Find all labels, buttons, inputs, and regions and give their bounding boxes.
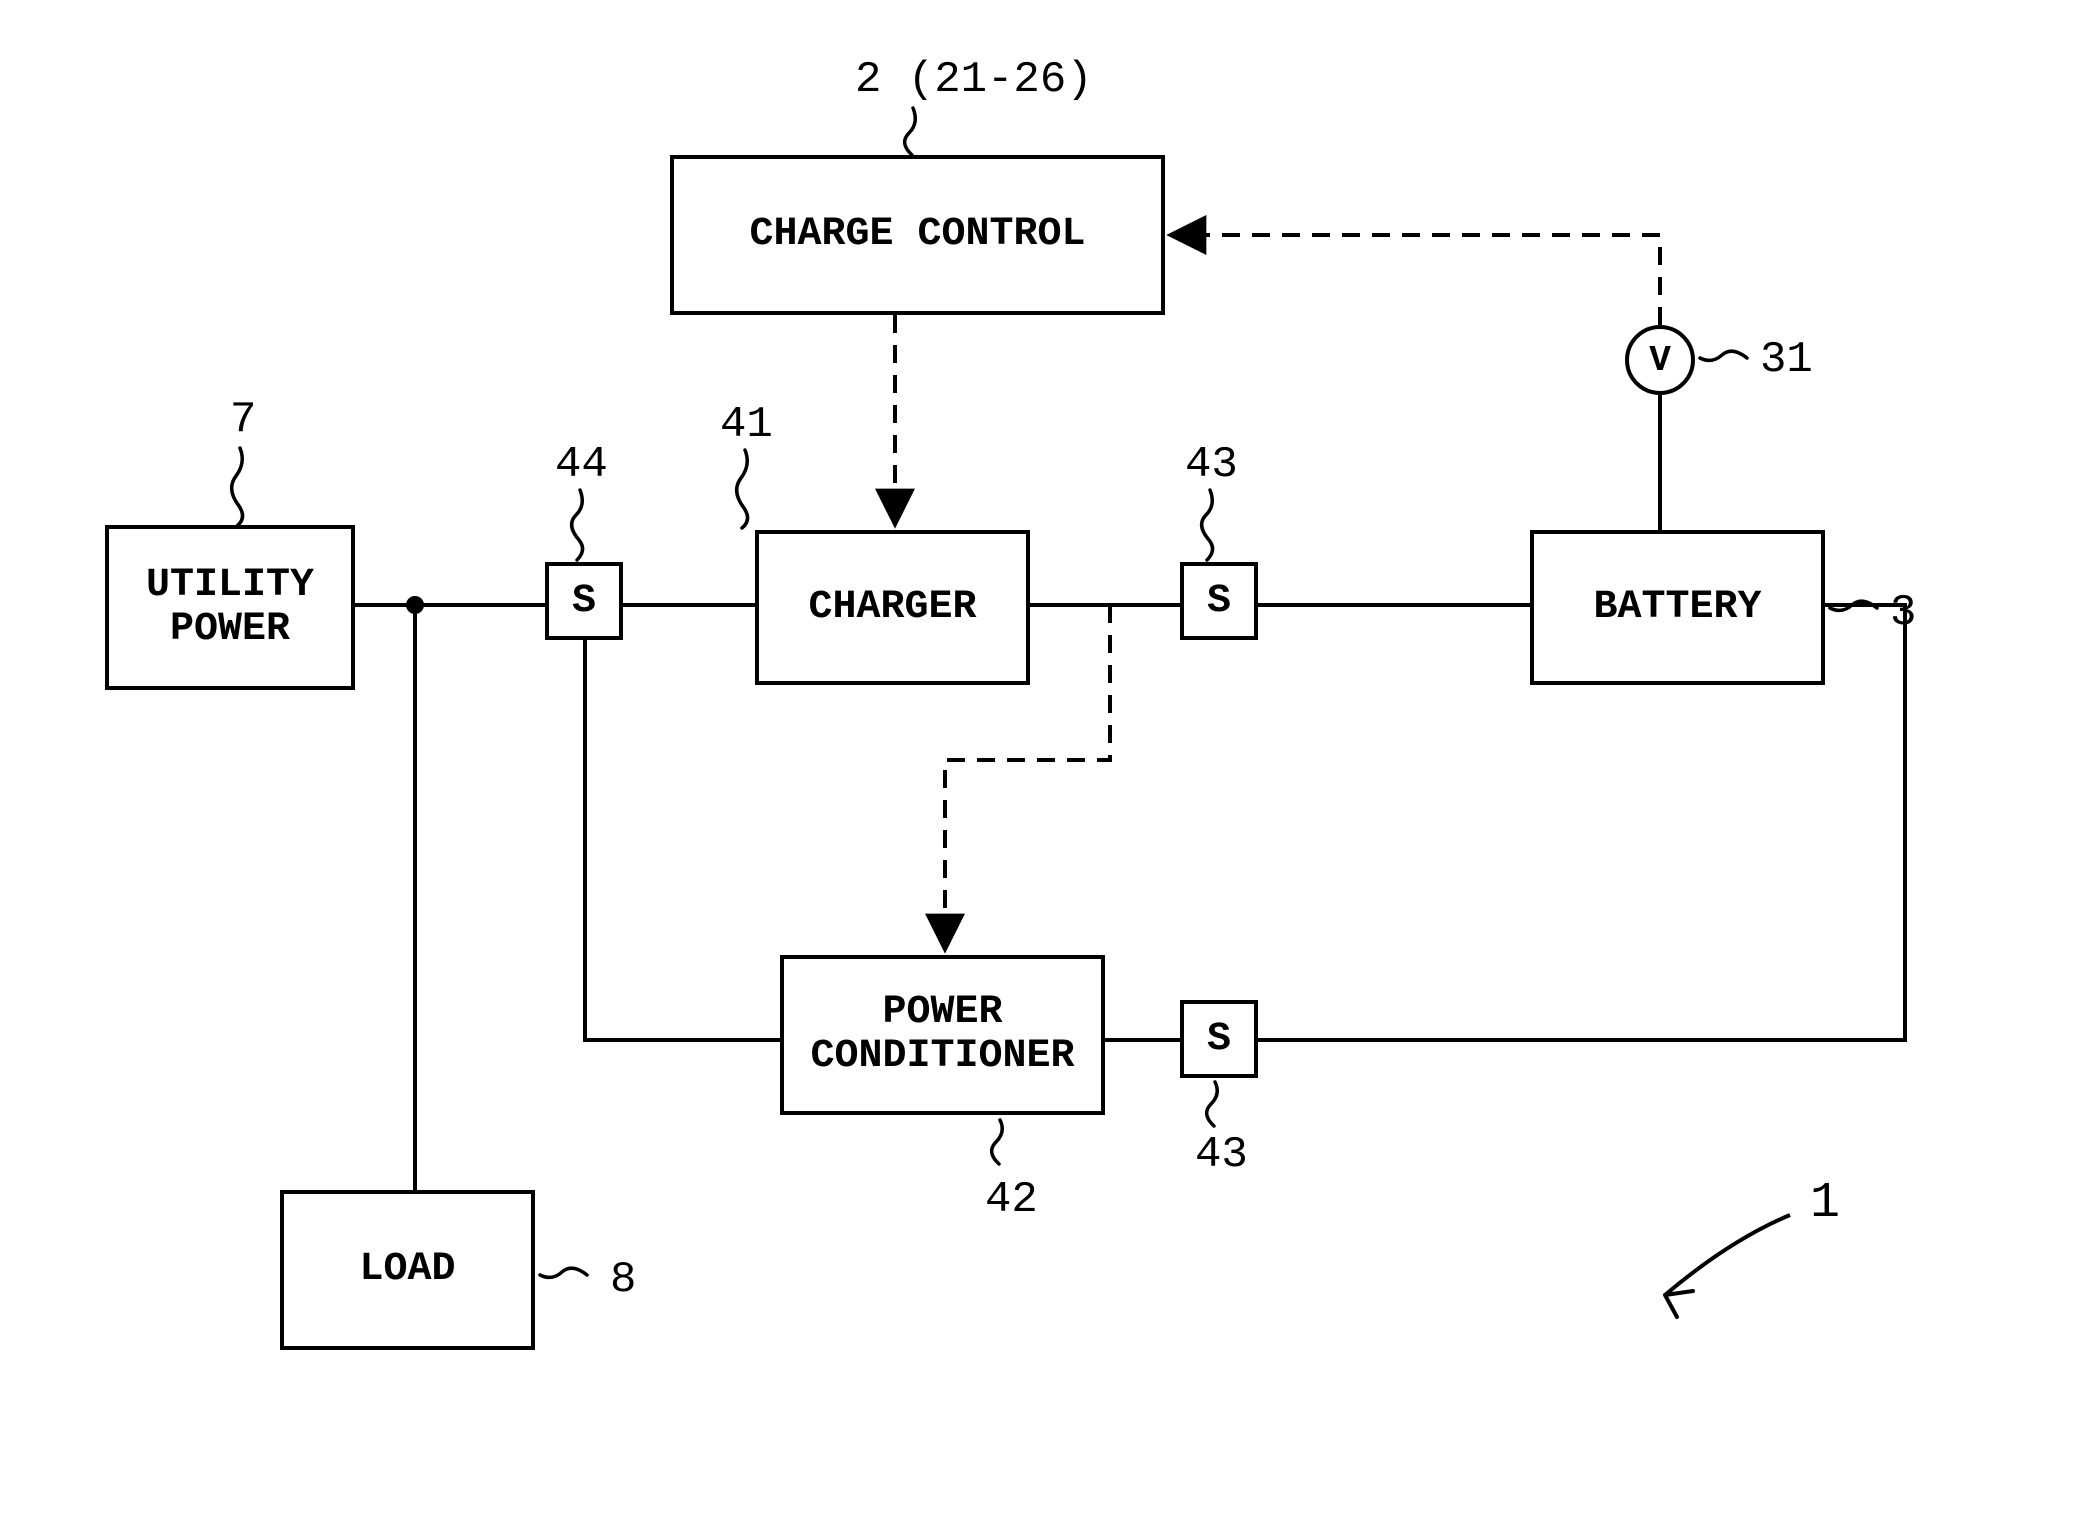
node-label: LOAD [359,1248,455,1292]
system-ref-arrow [1665,1215,1790,1317]
node-label: CHARGER [808,586,976,630]
ref-utility-power: 7 [230,395,256,445]
ref-s43-lower: 43 [1195,1130,1248,1180]
switch-s44: S [545,562,623,640]
voltmeter-v: V [1625,325,1695,395]
node-label: CHARGE CONTROL [749,213,1085,257]
ref-s44: 44 [555,440,608,490]
solid-wires [355,395,1905,1190]
node-label: POWER CONDITIONER [810,991,1074,1079]
node-label: BATTERY [1593,586,1761,630]
switch-label: S [1207,1017,1231,1062]
node-power-conditioner: POWER CONDITIONER [780,955,1105,1115]
switch-label: S [1207,579,1231,624]
node-charge-control: CHARGE CONTROL [670,155,1165,315]
ref-power-conditioner: 42 [985,1175,1038,1225]
voltmeter-label: V [1649,340,1671,381]
node-label: UTILITY POWER [146,564,314,652]
node-battery: BATTERY [1530,530,1825,685]
ref-load: 8 [610,1255,636,1305]
ref-system: 1 [1810,1175,1840,1232]
node-charger: CHARGER [755,530,1030,685]
switch-s43-upper: S [1180,562,1258,640]
ref-charger: 41 [720,400,773,450]
switch-s43-lower: S [1180,1000,1258,1078]
ref-charge-control: 2 (21-26) [855,55,1093,105]
node-utility-power: UTILITY POWER [105,525,355,690]
junction-dot [406,596,424,614]
ref-battery: 3 [1890,588,1916,638]
ref-voltmeter: 31 [1760,335,1813,385]
node-load: LOAD [280,1190,535,1350]
ref-s43-upper: 43 [1185,440,1238,490]
switch-label: S [572,579,596,624]
